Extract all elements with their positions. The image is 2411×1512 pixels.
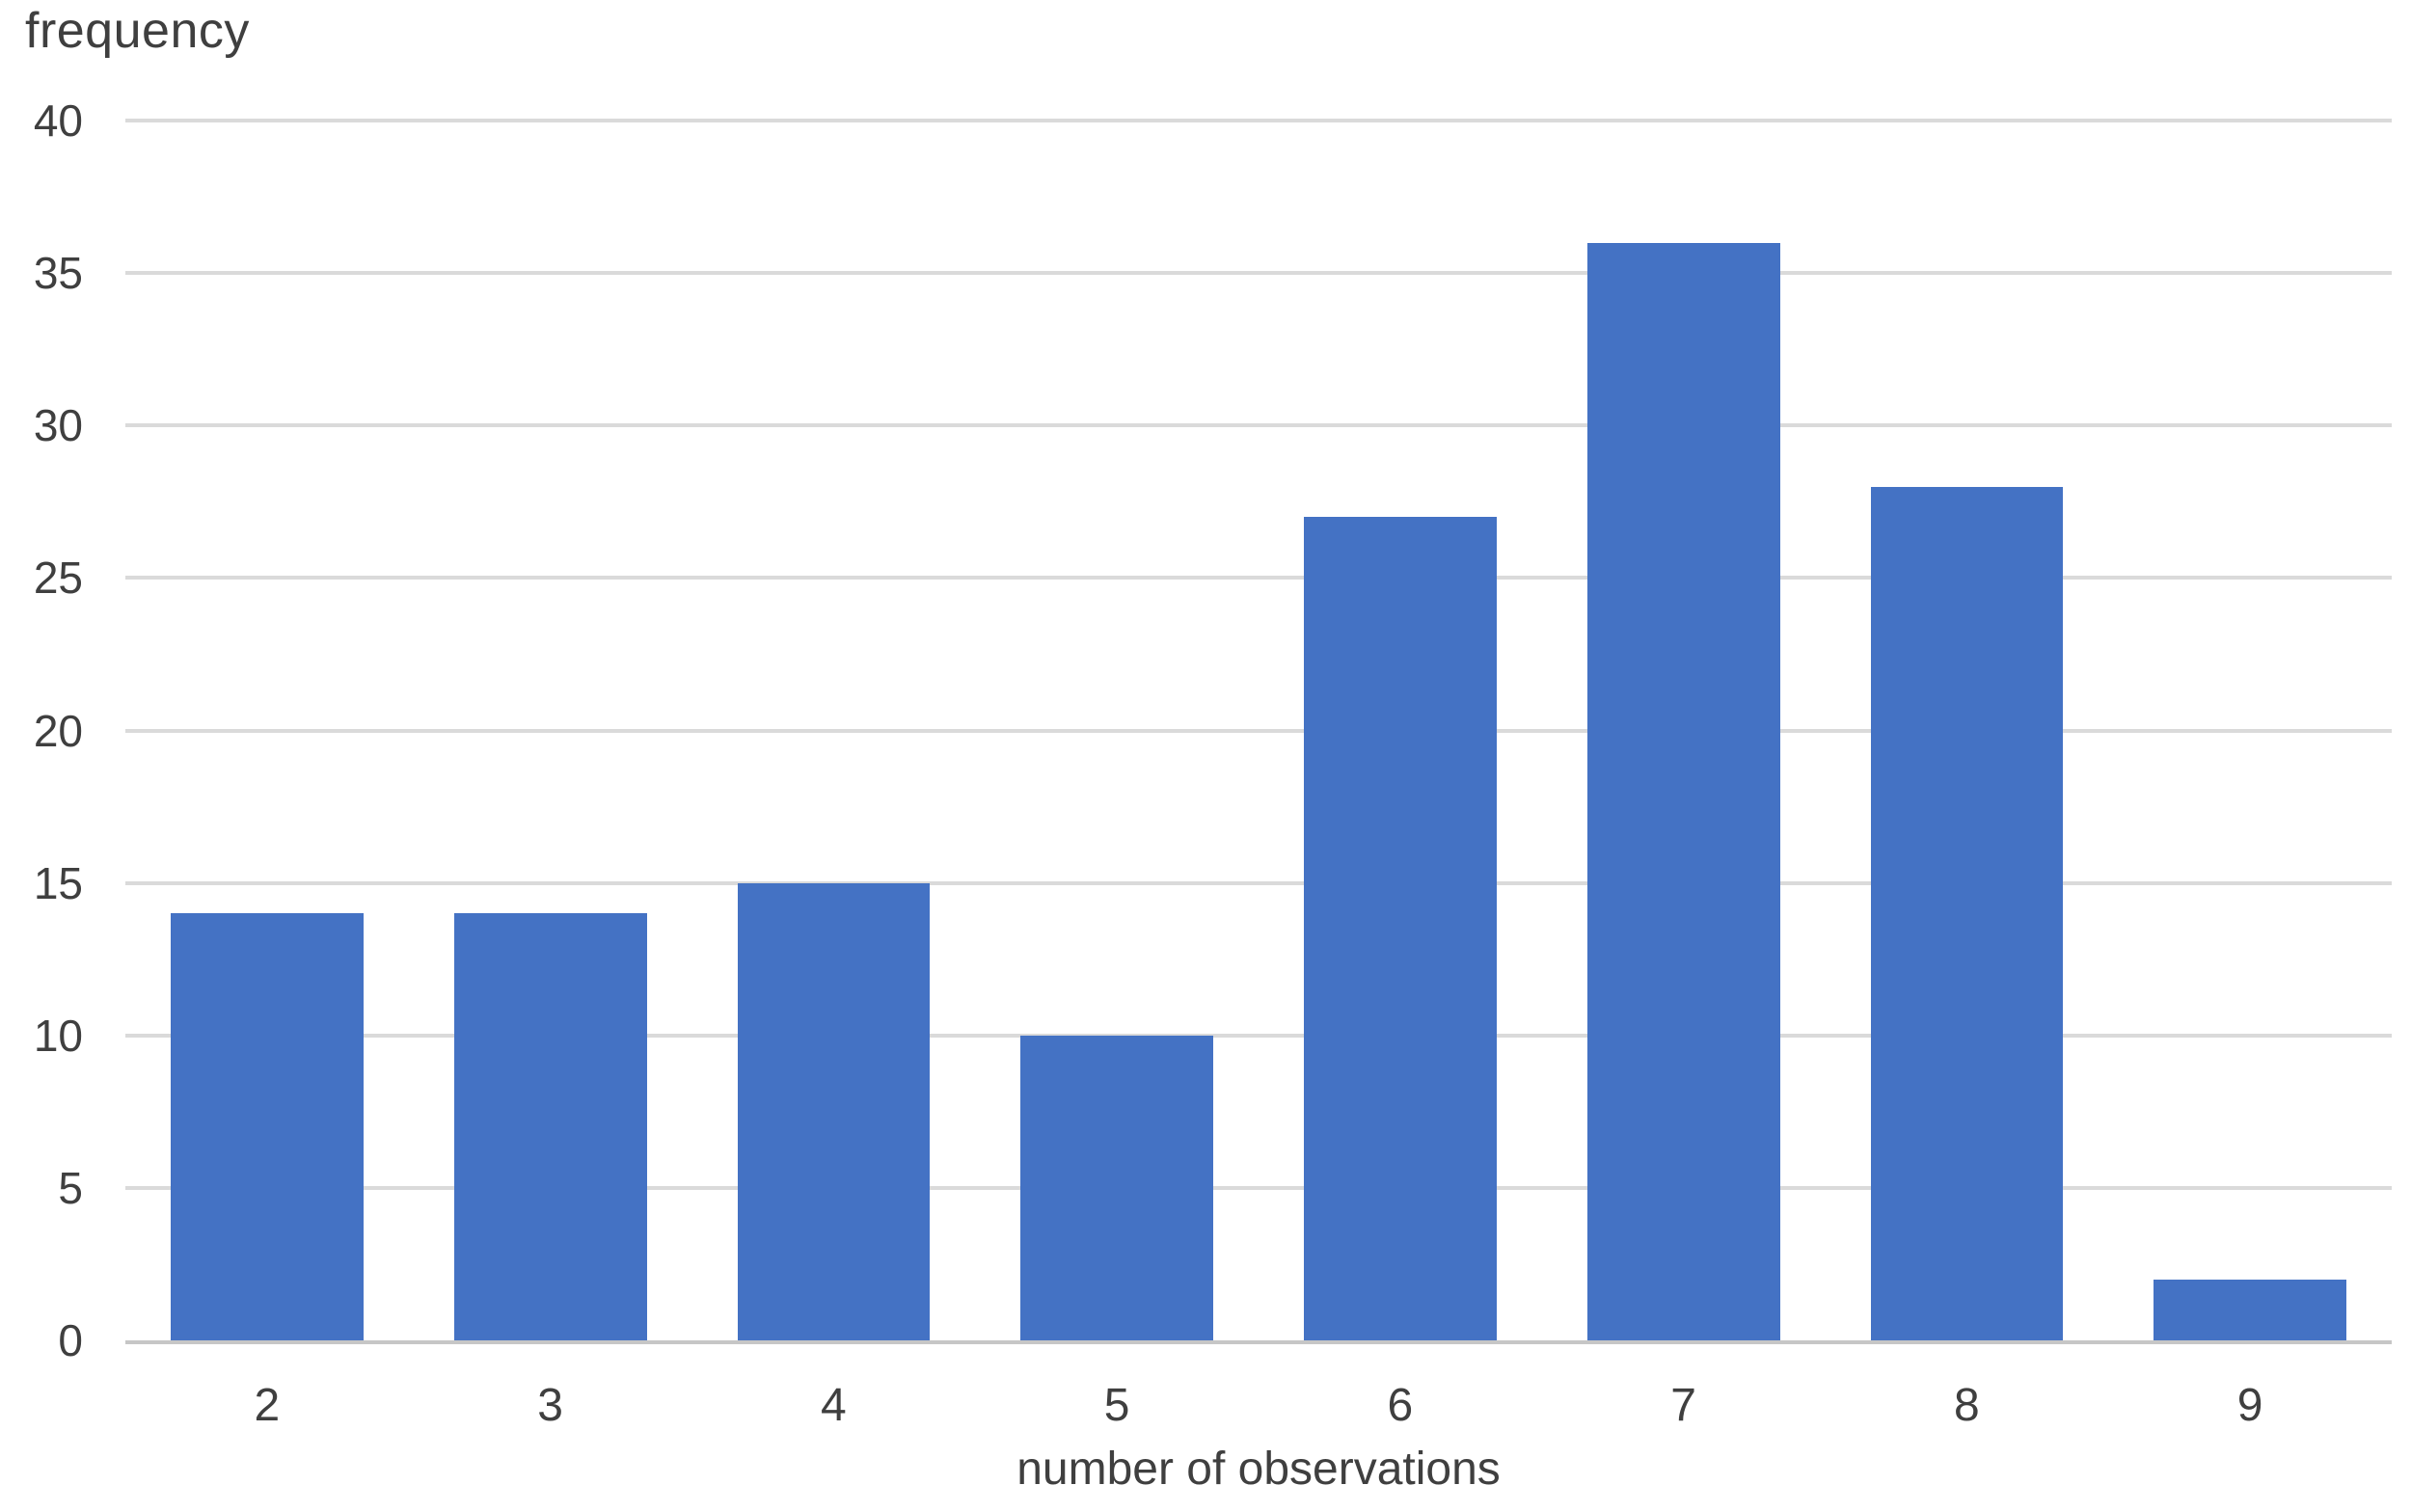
bar-8 xyxy=(1870,486,2064,1340)
y-tick-label-25: 25 xyxy=(33,553,83,604)
y-axis-title: frequency xyxy=(25,3,250,59)
x-tick-label-7: 7 xyxy=(1670,1380,1696,1431)
gridline-25 xyxy=(125,576,2392,580)
bar-slot-6 xyxy=(1259,121,1542,1340)
bar-slot-3 xyxy=(409,121,692,1340)
bar-slot-9 xyxy=(2108,121,2392,1340)
x-tick-label-3: 3 xyxy=(537,1380,563,1431)
y-tick-label-0: 0 xyxy=(58,1315,83,1365)
y-tick-label-20: 20 xyxy=(33,705,83,756)
gridline-20 xyxy=(125,728,2392,733)
y-tick-label-40: 40 xyxy=(33,95,83,146)
bar-slot-5 xyxy=(975,121,1259,1340)
y-axis-tick-labels: 0 5 10 15 20 25 30 35 40 xyxy=(0,98,83,1363)
x-tick-label-2: 2 xyxy=(254,1380,281,1431)
x-tick-label-9: 9 xyxy=(2236,1380,2263,1431)
x-tick-label-6: 6 xyxy=(1387,1380,1414,1431)
bar-6 xyxy=(1304,517,1497,1340)
bar-slot-2 xyxy=(125,121,409,1340)
gridline-35 xyxy=(125,271,2392,276)
x-axis-tick-labels: 2 3 4 5 6 7 8 9 xyxy=(125,1380,2392,1432)
plot-area xyxy=(125,119,2392,1344)
y-tick-label-35: 35 xyxy=(33,248,83,299)
bars xyxy=(125,121,2392,1340)
bar-slot-4 xyxy=(692,121,976,1340)
y-tick-label-30: 30 xyxy=(33,400,83,451)
bar-3 xyxy=(453,913,647,1340)
gridline-30 xyxy=(125,423,2392,428)
y-tick-label-15: 15 xyxy=(33,857,83,908)
x-tick-label-5: 5 xyxy=(1103,1380,1130,1431)
gridline-40 xyxy=(125,119,2392,122)
bar-7 xyxy=(1586,242,1780,1340)
gridline-5 xyxy=(125,1185,2392,1190)
x-tick-label-8: 8 xyxy=(1954,1380,1980,1431)
x-tick-label-4: 4 xyxy=(821,1380,847,1431)
y-tick-label-10: 10 xyxy=(33,1010,83,1061)
bar-4 xyxy=(737,882,931,1340)
gridline-15 xyxy=(125,880,2392,885)
bar-5 xyxy=(1020,1035,1213,1340)
x-axis-title: number of observations xyxy=(1016,1444,1501,1495)
y-tick-label-5: 5 xyxy=(58,1162,83,1213)
bar-2 xyxy=(171,913,364,1340)
gridline-10 xyxy=(125,1033,2392,1038)
bar-slot-8 xyxy=(1826,121,2109,1340)
bar-9 xyxy=(2154,1279,2346,1340)
bar-slot-7 xyxy=(1542,121,1826,1340)
